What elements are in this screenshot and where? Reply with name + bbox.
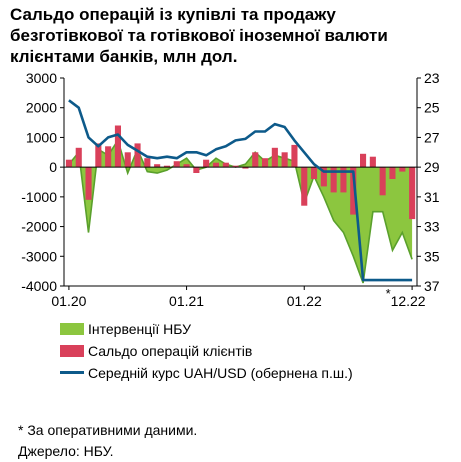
client-balance-bar bbox=[252, 152, 259, 168]
chart-title-line: безготівкової та готівкової іноземної ва… bbox=[10, 26, 388, 45]
client-balance-bar bbox=[105, 146, 112, 168]
source-text: Джерело: НБУ. bbox=[18, 443, 114, 459]
client-balance-bar bbox=[311, 167, 318, 179]
left-axis-tick-label: 1000 bbox=[26, 129, 57, 145]
left-axis-tick-label: 3000 bbox=[26, 70, 57, 86]
client-balance-bar bbox=[399, 167, 406, 172]
client-balance-bar bbox=[232, 165, 239, 168]
chart-plot: 3000 2000 1000 0 -1000 -2000 -3000 -4000 23 25 27 2… bbox=[21, 70, 440, 309]
legend-swatch-area bbox=[60, 323, 84, 335]
client-balance-bar bbox=[163, 165, 170, 168]
client-balance-bar bbox=[173, 161, 180, 168]
client-balance-bar bbox=[65, 159, 72, 168]
client-balance-bar bbox=[134, 143, 141, 168]
chart-title-line: Сальдо операцій із купівлі та продажу bbox=[10, 5, 336, 24]
client-balance-bar bbox=[301, 167, 308, 206]
x-axis-tick-label: 12.22 bbox=[391, 293, 426, 309]
client-balance-bar bbox=[154, 164, 161, 168]
exchange-rate-line bbox=[68, 99, 413, 282]
legend-label: Сальдо операцій клієнтів bbox=[88, 343, 253, 359]
client-balance-bar bbox=[350, 167, 357, 215]
client-balance-bar bbox=[379, 167, 386, 196]
left-axis-tick-label: 0 bbox=[49, 159, 57, 175]
chart-title-line: клієнтами банків, млн дол. bbox=[10, 47, 238, 66]
left-axis-tick-label: -3000 bbox=[21, 248, 57, 264]
client-balance-bar bbox=[95, 143, 102, 168]
client-balance-bar bbox=[193, 167, 200, 173]
client-balance-bar bbox=[124, 152, 131, 168]
client-balance-bar bbox=[262, 158, 269, 168]
client-balance-bar bbox=[389, 167, 396, 179]
client-balance-bar bbox=[222, 162, 229, 168]
footnote-text: * За оперативними даними. bbox=[18, 422, 198, 438]
client-balance-bar bbox=[203, 159, 210, 168]
legend-swatch-line bbox=[60, 371, 84, 374]
x-axis-tick-label: 01.21 bbox=[169, 293, 204, 309]
client-balance-bar bbox=[75, 147, 82, 168]
x-axis-tick-label: 01.22 bbox=[287, 293, 322, 309]
client-balance-bar bbox=[85, 167, 92, 200]
client-balance-bar bbox=[340, 167, 347, 193]
client-balance-bar bbox=[144, 158, 151, 168]
right-axis-tick-label: 37 bbox=[424, 278, 440, 294]
left-axis-tick-label: 2000 bbox=[26, 100, 57, 116]
right-axis-tick-label: 27 bbox=[424, 129, 440, 145]
client-balance-bar bbox=[183, 164, 190, 168]
client-balance-bar bbox=[114, 125, 121, 168]
right-axis-tick-label: 29 bbox=[424, 159, 440, 175]
right-axis-tick-label: 35 bbox=[424, 248, 440, 264]
left-axis-tick-label: -4000 bbox=[21, 278, 57, 294]
client-balance-bar bbox=[360, 153, 367, 168]
x-axis-tick-note: * bbox=[386, 286, 391, 301]
right-axis-tick-label: 25 bbox=[424, 100, 440, 116]
legend-label: Середній курс UAH/USD (обернена п.ш.) bbox=[88, 365, 353, 381]
client-balance-bar bbox=[369, 156, 376, 168]
right-axis-tick-label: 33 bbox=[424, 219, 440, 235]
x-axis-tick-label: 01.20 bbox=[51, 293, 86, 309]
legend-swatch-bar bbox=[60, 345, 84, 357]
client-balance-bar bbox=[242, 167, 249, 169]
client-balance-bar bbox=[212, 162, 219, 168]
client-balance-bar bbox=[409, 167, 416, 220]
right-axis-tick-label: 31 bbox=[424, 189, 440, 205]
client-balance-bar bbox=[320, 167, 327, 187]
intervention-outline bbox=[68, 138, 413, 284]
left-axis-tick-label: -2000 bbox=[21, 219, 57, 235]
client-balance-bar bbox=[281, 152, 288, 168]
footnotes: * За оперативними даними. Джерело: НБУ. bbox=[18, 420, 197, 462]
left-axis-tick-label: -1000 bbox=[21, 189, 57, 205]
legend-label: Інтервенції НБУ bbox=[88, 321, 192, 337]
chart-title: Сальдо операцій із купівлі та продажу бе… bbox=[10, 4, 450, 67]
client-balance-bar bbox=[271, 147, 278, 168]
client-balance-bar bbox=[291, 144, 298, 168]
client-balance-bar bbox=[330, 167, 337, 193]
right-axis-tick-label: 23 bbox=[424, 70, 440, 86]
